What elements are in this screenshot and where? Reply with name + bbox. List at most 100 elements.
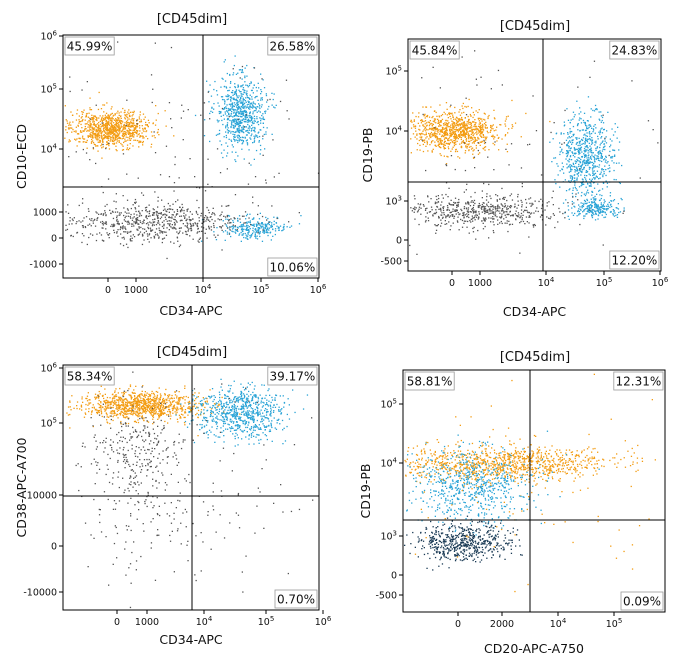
y-tick-label: -1000	[29, 260, 57, 271]
x-axis-label: CD34-APC	[159, 632, 223, 647]
y-tick-label: 0	[396, 236, 402, 247]
population-5	[68, 41, 320, 233]
y-tick-label: 1000	[33, 208, 57, 219]
scatter-panel-2: [CD45dim]45.84% 24.83%12.20%0 1000 104 105 10…	[360, 19, 669, 319]
x-axis-label: CD34-APC	[503, 304, 567, 319]
population-1	[404, 434, 656, 497]
x-tick-label: 0	[449, 278, 455, 289]
y-tick-label: 105	[40, 83, 57, 96]
y-axis-label: CD38-APC-A700	[14, 437, 29, 537]
y-tick-label: 106	[40, 30, 57, 43]
panel-title: [CD45dim]	[157, 345, 227, 360]
y-tick-label: 10000	[27, 491, 57, 502]
x-tick-label: 106	[315, 615, 332, 628]
y-axis-label: CD19-PB	[358, 464, 373, 519]
y-axis-label: CD10-ECD	[14, 124, 29, 189]
population-1	[64, 91, 175, 159]
x-tick-label: 104	[550, 617, 567, 630]
y-tick-label: -10000	[23, 588, 57, 599]
y-axis-ticks: 106 105 104 1000 0 -1000	[29, 30, 63, 271]
y-tick-label: 0	[51, 234, 57, 245]
quadrant-percent-top-left: 45.84%	[409, 40, 460, 60]
y-tick-label: 105	[40, 417, 57, 430]
population-2	[406, 430, 600, 537]
quadrant-percent-top-right: 39.17%	[267, 366, 318, 386]
x-axis-label: CD34-APC	[159, 303, 223, 318]
y-tick-label: 105	[380, 398, 397, 411]
quadrant-percent-top-right: 12.31%	[613, 371, 664, 391]
panel-title: [CD45dim]	[500, 19, 570, 34]
x-tick-label: 106	[310, 283, 327, 296]
plot-frame	[62, 364, 320, 611]
y-axis-ticks: 105 104 103 0 -500	[380, 65, 408, 268]
x-axis-ticks: 0 1000 104 105 106	[449, 271, 669, 289]
y-tick-label: 103	[380, 530, 397, 543]
x-tick-label: 104	[196, 615, 213, 628]
x-tick-label: 0	[455, 619, 461, 630]
y-tick-label: 106	[40, 362, 57, 375]
y-tick-label: 103	[385, 195, 402, 208]
population-4	[406, 373, 653, 593]
population-2	[549, 96, 623, 217]
event-dots	[404, 373, 656, 593]
x-axis-label: CD20-APC-A750	[484, 641, 584, 656]
population-5	[409, 50, 659, 255]
population-1	[410, 98, 551, 165]
y-axis-ticks: 105 104 103 0 -500	[375, 398, 403, 602]
y-tick-label: -500	[375, 591, 397, 602]
event-dots	[64, 41, 320, 260]
population-4	[75, 425, 265, 609]
population-2	[175, 378, 309, 447]
y-tick-label: -500	[380, 257, 402, 268]
plot-frame	[407, 38, 662, 272]
plot-frame	[62, 34, 320, 279]
x-tick-label: 1000	[135, 617, 159, 628]
quadrant-percent-bottom-right: 10.06%	[267, 257, 318, 277]
x-tick-label: 0	[105, 285, 111, 296]
x-tick-label: 0	[114, 617, 120, 628]
svg-text:10.06%: 10.06%	[270, 261, 316, 275]
population-1	[66, 384, 241, 437]
x-axis-ticks: 0 2000 104 105	[455, 612, 622, 630]
x-tick-label: 1000	[468, 278, 492, 289]
y-tick-label: 0	[51, 542, 57, 553]
population-2	[194, 55, 277, 166]
scatter-panel-4: [CD45dim]58.81% 12.31%0.09%0 2000 104 105105…	[358, 350, 666, 656]
quadrant-percent-top-left: 58.81%	[404, 371, 455, 391]
x-axis-ticks: 0 1000 104 105 106	[105, 278, 327, 296]
y-tick-label: 0	[391, 571, 397, 582]
x-tick-label: 105	[253, 283, 270, 296]
population-4	[65, 191, 300, 260]
x-tick-label: 106	[652, 276, 669, 289]
quadrant-percent-bottom-right: 0.09%	[620, 591, 664, 611]
x-tick-label: 105	[596, 276, 613, 289]
scatter-panel-3: [CD45dim]58.34% 39.17%0.70%0 1000 104 105 106…	[14, 345, 332, 647]
panel-title: [CD45dim]	[157, 12, 227, 27]
population-3	[404, 515, 523, 571]
quadrant-percent-bottom-right: 12.20%	[609, 250, 660, 270]
plot-frame	[402, 369, 666, 613]
population-4	[410, 182, 625, 238]
y-tick-label: 104	[40, 143, 57, 156]
y-tick-label: 105	[385, 65, 402, 78]
population-3	[562, 191, 625, 221]
x-tick-label: 1000	[124, 285, 148, 296]
quadrant-percent-bottom-right: 0.70%	[274, 589, 318, 609]
x-tick-label: 2000	[490, 619, 514, 630]
x-tick-label: 104	[538, 276, 555, 289]
y-tick-label: 104	[380, 457, 397, 470]
x-axis-ticks: 0 1000 104 105 106	[114, 610, 332, 628]
event-dots	[66, 371, 314, 609]
quadrant-percent-top-right: 26.58%	[267, 36, 318, 56]
svg-text:45.99%: 45.99%	[67, 40, 113, 54]
x-tick-label: 105	[606, 617, 623, 630]
quadrant-percent-top-right: 24.83%	[609, 40, 660, 60]
svg-text:26.58%: 26.58%	[270, 40, 316, 54]
panel-title: [CD45dim]	[500, 350, 570, 365]
x-tick-label: 104	[195, 283, 212, 296]
quadrant-percent-top-left: 45.99%	[64, 36, 115, 56]
y-axis-ticks: 106 105 10000 0 -10000	[23, 362, 63, 599]
y-tick-label: 104	[385, 125, 402, 138]
y-axis-label: CD19-PB	[360, 128, 375, 183]
